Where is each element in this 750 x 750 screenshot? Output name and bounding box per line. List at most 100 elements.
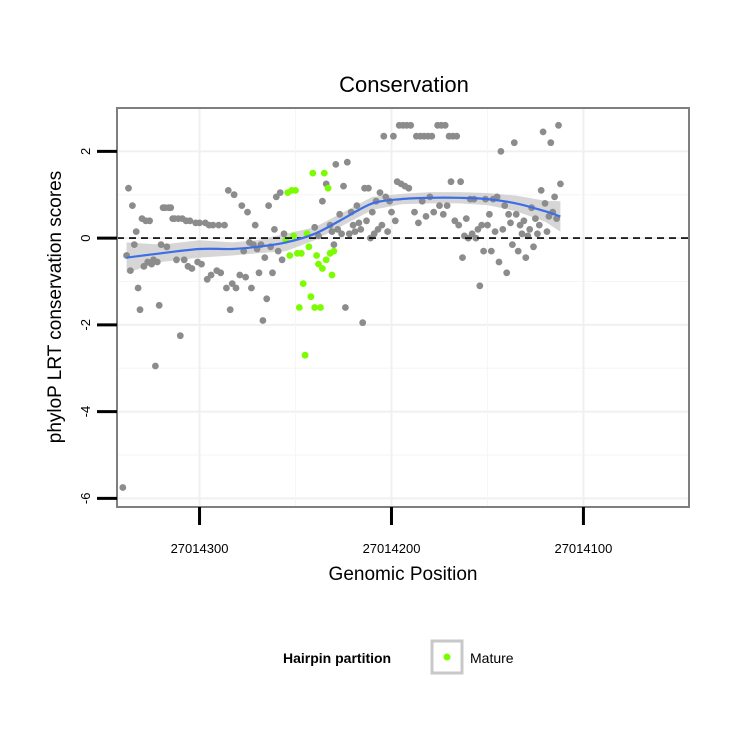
plot-background <box>117 108 689 507</box>
legend-label-mature: Mature <box>470 650 514 666</box>
plot-panel: -6 -4 -2 0 2 27014300 27014200 27014100 <box>78 107 690 556</box>
data-point <box>388 208 395 216</box>
data-point <box>248 284 255 292</box>
data-point <box>357 226 365 233</box>
data-point <box>173 256 180 264</box>
data-point <box>242 273 250 281</box>
data-point <box>415 219 422 227</box>
data-point <box>345 230 353 238</box>
data-point <box>455 221 463 229</box>
data-point <box>261 254 269 261</box>
data-point <box>537 187 545 194</box>
y-tick-label: -6 <box>78 493 93 505</box>
data-point <box>167 204 175 212</box>
data-point-mature <box>292 187 299 194</box>
y-tick-label: -2 <box>78 319 93 331</box>
data-point <box>447 178 455 186</box>
data-point <box>228 280 236 287</box>
data-point <box>155 301 163 309</box>
data-point <box>136 306 144 314</box>
data-point <box>330 241 338 249</box>
data-point <box>486 210 493 218</box>
data-point <box>453 132 461 140</box>
data-point <box>491 228 499 236</box>
legend: Hairpin partition Mature <box>283 639 514 675</box>
data-point <box>391 217 399 225</box>
data-point <box>459 254 466 261</box>
data-point <box>271 226 278 233</box>
data-point <box>223 284 230 292</box>
data-point <box>505 210 512 218</box>
data-point <box>487 247 495 255</box>
data-point <box>512 210 520 218</box>
data-point <box>378 221 386 229</box>
data-point <box>462 215 470 223</box>
data-point <box>215 221 223 229</box>
data-point <box>196 219 203 227</box>
data-point-mature <box>307 293 315 301</box>
y-axis-title: phyloP LRT conservation scores <box>45 171 66 444</box>
data-point <box>443 202 451 210</box>
data-point <box>541 200 549 207</box>
data-point-mature <box>305 243 313 251</box>
data-point <box>153 258 161 266</box>
data-point <box>342 304 349 311</box>
y-tick-label: 0 <box>78 234 93 241</box>
data-point <box>430 208 438 216</box>
data-point <box>263 295 271 303</box>
data-point <box>251 221 259 229</box>
data-point <box>328 228 336 236</box>
data-point <box>476 282 484 290</box>
data-point <box>278 256 286 264</box>
data-point <box>557 180 564 188</box>
data-point <box>351 228 359 236</box>
confidence-ribbon <box>126 192 561 273</box>
data-point <box>535 221 543 229</box>
data-point <box>332 161 340 168</box>
data-point <box>509 241 516 249</box>
data-point <box>411 208 418 216</box>
data-point <box>503 269 511 277</box>
data-point-mature <box>299 280 307 287</box>
data-point <box>255 269 263 277</box>
data-point <box>232 284 240 292</box>
data-point <box>221 221 228 229</box>
data-point-mature <box>328 271 336 279</box>
data-point <box>441 121 449 129</box>
data-point <box>176 332 184 340</box>
data-point-mature <box>297 249 305 257</box>
data-point <box>407 121 415 129</box>
y-tick-label: 2 <box>78 148 93 155</box>
data-point <box>209 221 217 229</box>
data-point <box>493 193 501 201</box>
data-point-mature <box>324 184 332 192</box>
data-point <box>315 232 322 240</box>
data-point <box>157 241 165 249</box>
data-point <box>480 247 487 255</box>
data-point <box>457 178 464 186</box>
data-point <box>146 217 154 225</box>
data-point <box>501 202 509 210</box>
data-point <box>259 317 267 324</box>
data-point <box>418 197 426 205</box>
data-point <box>382 193 390 201</box>
data-point <box>226 306 234 314</box>
data-point <box>365 184 372 192</box>
data-point <box>217 269 225 277</box>
y-tick-label: -4 <box>78 406 93 418</box>
chart-title: Conservation <box>339 72 469 97</box>
data-point-mature <box>330 247 338 255</box>
data-point <box>343 158 351 166</box>
data-point <box>336 210 344 218</box>
data-point <box>451 217 459 225</box>
data-point <box>340 182 347 190</box>
data-point <box>422 213 430 220</box>
data-point <box>547 139 555 147</box>
data-point <box>265 202 272 210</box>
data-point-mature <box>309 169 317 177</box>
data-point <box>207 271 215 279</box>
data-point <box>163 243 171 251</box>
data-point <box>390 132 397 140</box>
data-point-mature <box>319 265 326 272</box>
data-point <box>311 223 319 231</box>
